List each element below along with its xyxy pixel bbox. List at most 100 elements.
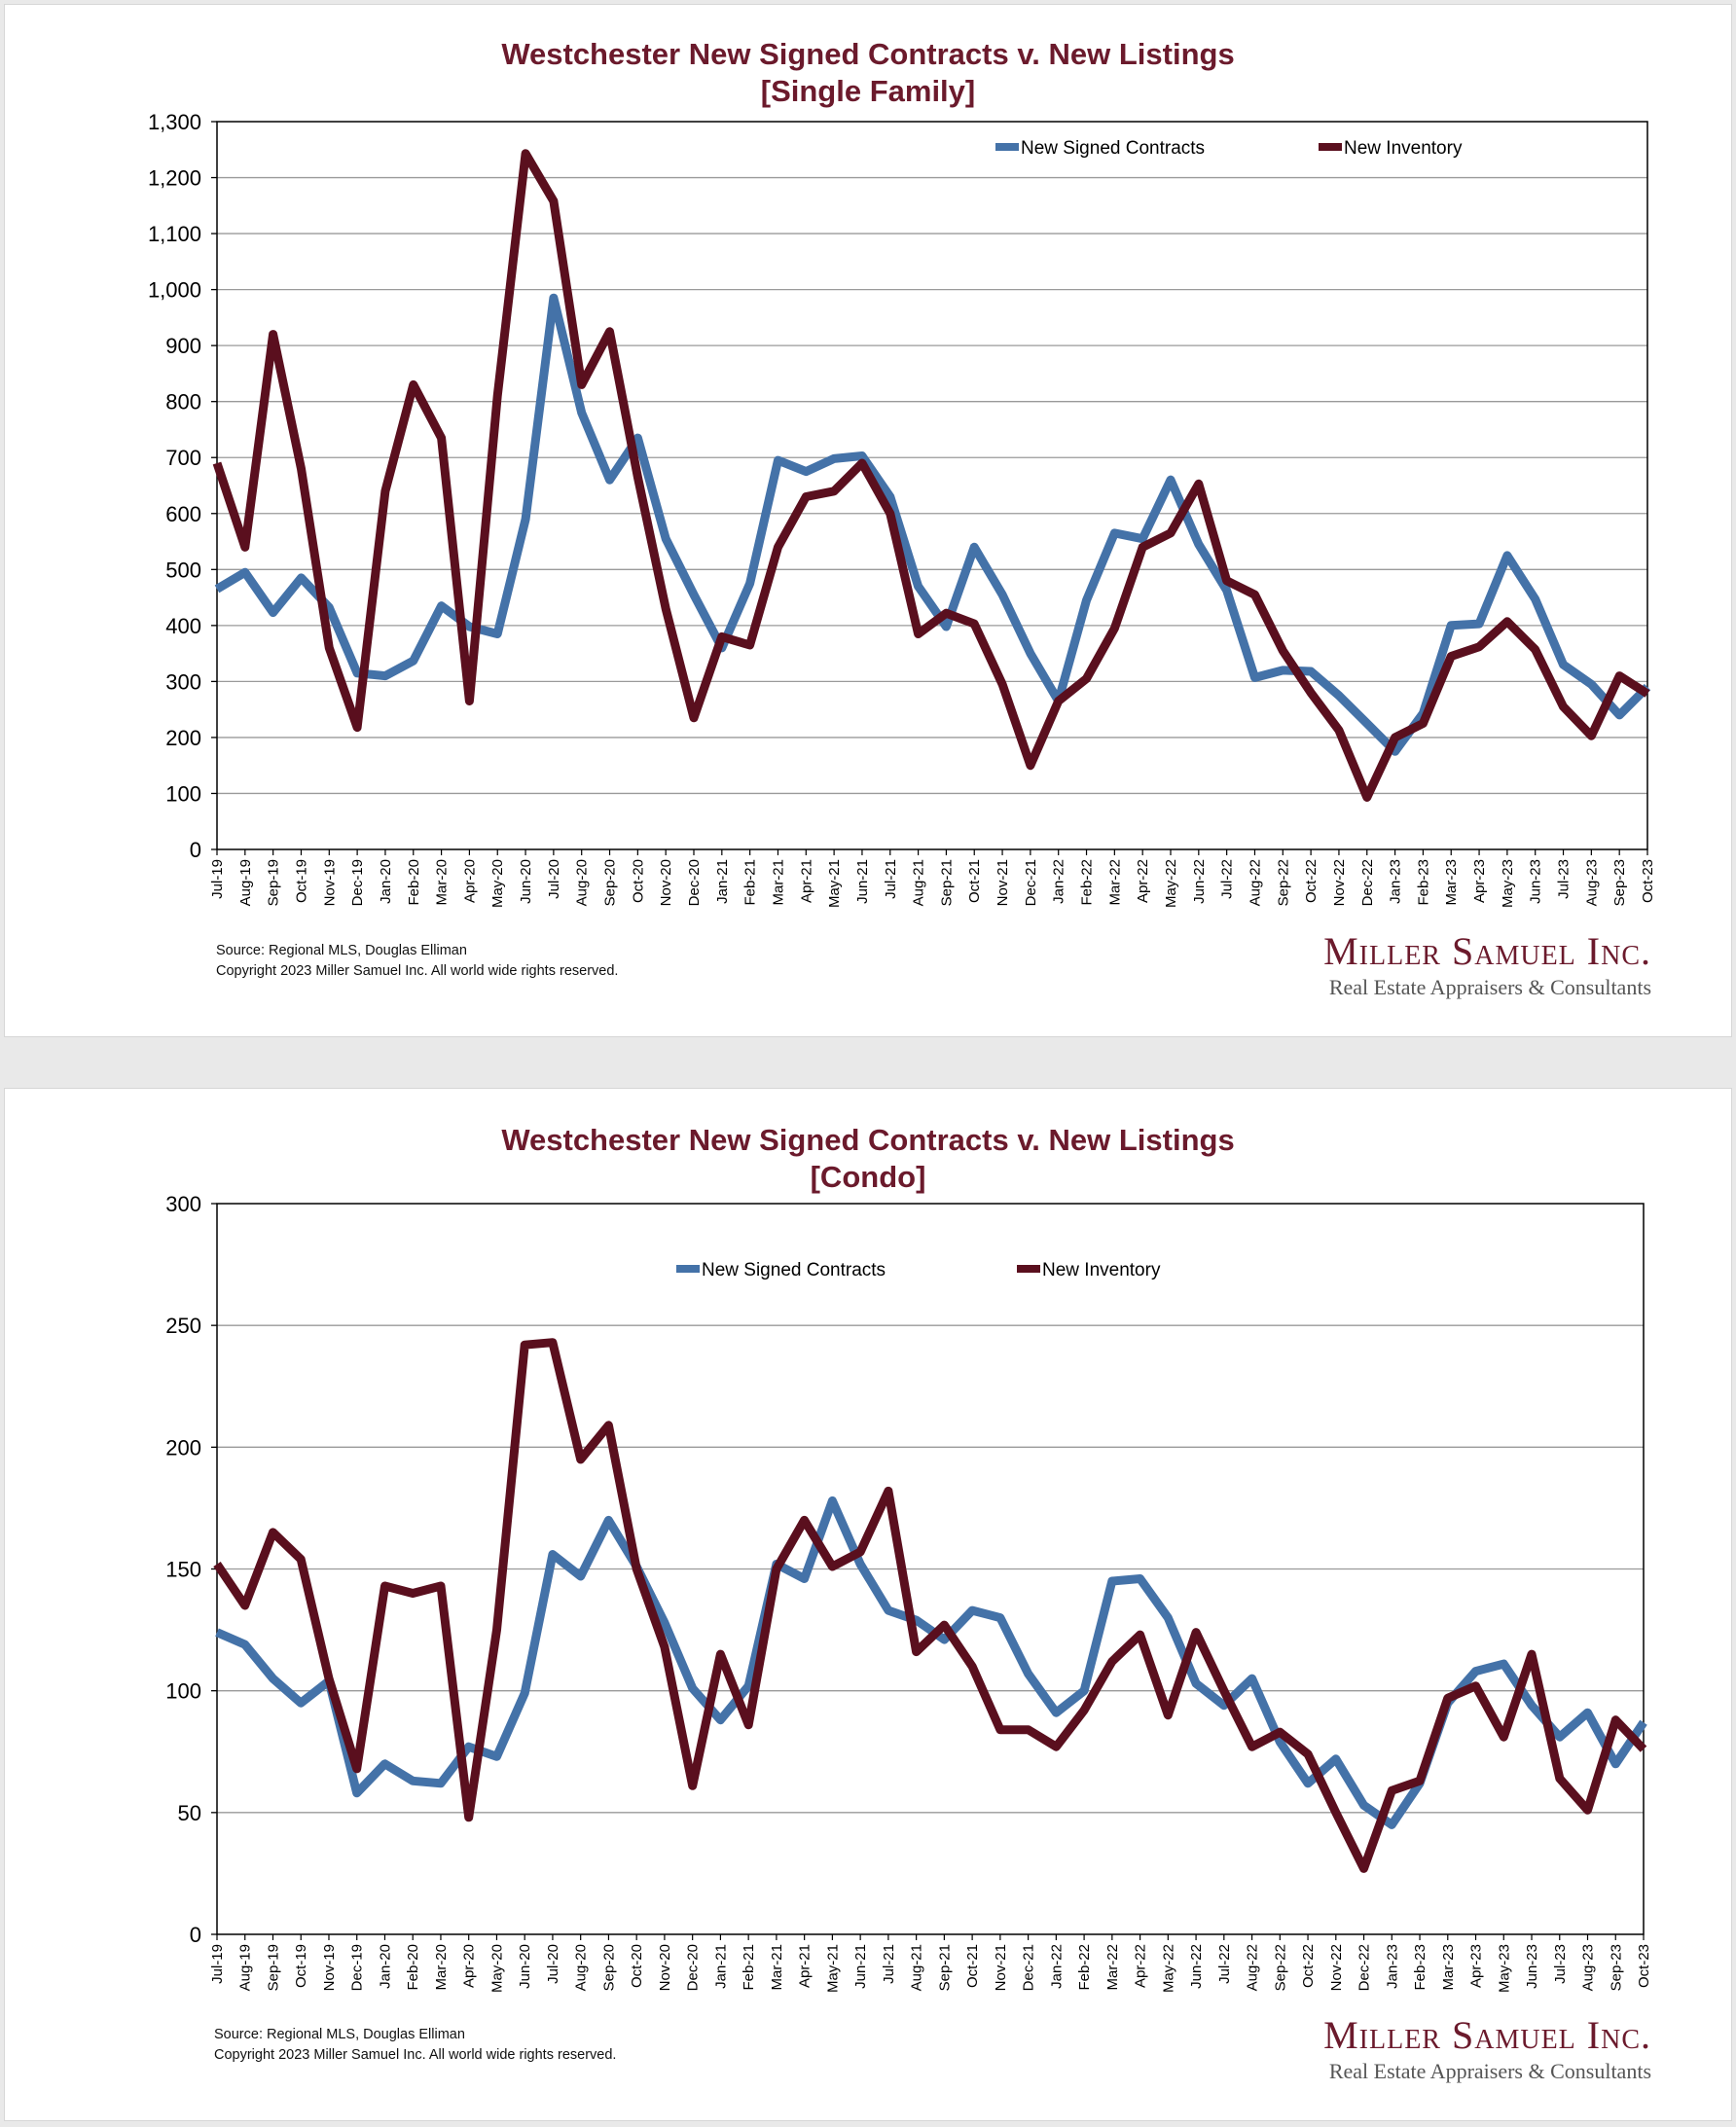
y-tick-label: 800 [165,390,201,415]
chart-panel-single-family: Westchester New Signed Contracts v. New … [4,4,1732,1037]
x-tick-label: Oct-20 [630,859,646,903]
y-tick-label: 100 [165,781,201,806]
x-tick-label: Sep-22 [1272,1944,1288,1991]
copyright-text: Copyright 2023 Miller Samuel Inc. All wo… [214,2047,617,2063]
series-line-new-signed-contracts [214,293,1651,756]
logo-name: Miller Samuel Inc. [1323,929,1651,973]
x-tick-label: Oct-21 [964,1944,981,1988]
x-tick-label: Jun-20 [518,859,534,904]
x-tick-label: Aug-20 [574,859,591,906]
x-tick-label: Aug-19 [237,859,254,906]
x-tick-label: Aug-21 [909,1944,925,1991]
series-line-new-inventory [212,149,1650,802]
x-tick-label: May-22 [1160,1944,1176,1993]
x-tick-label: Jul-20 [546,859,562,899]
x-tick-label: May-21 [826,859,843,908]
x-tick-label: May-20 [489,859,506,908]
x-tick-label: Oct-19 [293,859,309,903]
x-tick-label: Jul-22 [1216,1944,1233,1984]
x-tick-label: Dec-19 [349,1944,366,1991]
plot-area [216,121,1648,850]
x-tick-label: Jul-22 [1219,859,1236,899]
x-tick-label: Aug-19 [237,1944,254,1991]
x-tick-label: Jun-23 [1528,859,1544,904]
x-tick-label: Oct-22 [1300,1944,1317,1988]
x-tick-label: Apr-23 [1471,859,1488,903]
x-tick-label: Jul-21 [881,1944,897,1984]
x-tick-label: Sep-21 [936,1944,953,1991]
x-tick-label: Aug-21 [911,859,927,906]
y-tick-label: 700 [165,446,201,470]
y-tick-label: 300 [165,1192,201,1216]
x-tick-label: Oct-21 [966,859,983,903]
x-tick-label: Sep-19 [266,859,282,906]
x-tick-label: Jan-23 [1388,859,1404,904]
y-tick-label: 0 [190,1923,201,1947]
x-tick-label: Aug-22 [1245,1944,1261,1991]
x-tick-label: Sep-23 [1611,859,1628,906]
x-tick-label: Nov-21 [993,1944,1009,1991]
x-tick-label: Feb-20 [406,859,422,906]
x-tick-label: Oct-20 [629,1944,645,1988]
x-tick-label: May-23 [1496,1944,1512,1993]
chart-title-line: Westchester New Signed Contracts v. New … [501,1123,1235,1157]
y-tick-label: 200 [165,1435,201,1460]
x-tick-label: Apr-21 [797,1944,814,1988]
y-tick-label: 250 [165,1314,201,1338]
miller-samuel-logo: Miller Samuel Inc. Real Estate Appraiser… [1243,2013,1651,2085]
x-tick-label: Dec-20 [685,1944,702,1991]
x-tick-label: Sep-19 [265,1944,281,1991]
x-tick-label: Jan-20 [377,1944,393,1989]
series-line-new-signed-contracts [215,1496,1647,1829]
x-tick-label: Jul-20 [545,1944,561,1984]
chart-title: Westchester New Signed Contracts v. New … [5,1122,1731,1196]
y-tick-label: 1,000 [148,278,201,303]
chart-title: Westchester New Signed Contracts v. New … [5,36,1731,110]
x-tick-label: Sep-21 [938,859,955,906]
x-tick-label: Mar-23 [1443,859,1460,906]
x-tick-label: Oct-23 [1636,1944,1652,1988]
x-tick-label: Nov-20 [657,1944,673,1991]
x-tick-label: Aug-23 [1580,1944,1597,1991]
x-tick-label: Apr-20 [461,859,478,903]
x-tick-label: Dec-20 [686,859,703,906]
line-chart-condo: 0 50 100 150 200 250 300 Jul-19 Aug-19 Sep-19 Oct-… [165,1192,1652,1993]
legend-label: New Inventory [1042,1260,1161,1280]
line-chart-single-family: 0 100 200 300 400 500 600 700 800 900 1,000 1,100 1,… [148,110,1656,908]
x-tick-label: Sep-23 [1608,1944,1624,1991]
x-tick-label: Aug-22 [1247,859,1263,906]
x-tick-label: Sep-20 [602,859,619,906]
x-tick-label: Apr-22 [1133,1944,1149,1988]
x-tick-label: Oct-22 [1303,859,1320,903]
series-line-new-inventory [213,1338,1647,1873]
chart-footer: Source: Regional MLS, Douglas Elliman Co… [216,941,618,982]
y-tick-label: 50 [178,1801,201,1825]
y-tick-label: 1,100 [148,222,201,246]
x-tick-label: Jun-20 [517,1944,533,1989]
copyright-text: Copyright 2023 Miller Samuel Inc. All wo… [216,963,619,979]
x-tick-label: Feb-22 [1079,859,1096,906]
x-tick-label: May-21 [824,1944,841,1993]
y-tick-label: 600 [165,502,201,526]
chart-subtitle: [Condo] [810,1160,926,1194]
x-tick-label: Feb-23 [1415,859,1431,906]
y-tick-label: 900 [165,334,201,358]
x-tick-label: Dec-22 [1356,1944,1373,1991]
x-tick-label: Dec-19 [349,859,366,906]
legend-label: New Signed Contracts [702,1260,886,1280]
x-tick-label: Mar-22 [1104,1944,1121,1991]
x-tick-label: Jun-22 [1191,859,1208,904]
x-tick-label: Nov-20 [658,859,674,906]
chart-panel-condo: Westchester New Signed Contracts v. New … [4,1088,1732,2121]
chart-footer: Source: Regional MLS, Douglas Elliman Co… [214,2025,616,2066]
x-tick-label: Jan-22 [1051,859,1067,904]
x-tick-label: Jan-21 [714,859,731,904]
x-tick-label: Oct-23 [1640,859,1656,903]
x-tick-label: Jun-21 [852,1944,869,1989]
logo-name: Miller Samuel Inc. [1323,2013,1651,2057]
x-tick-label: Feb-22 [1076,1944,1093,1991]
source-text: Source: Regional MLS, Douglas Elliman [216,943,467,958]
y-tick-label: 150 [165,1558,201,1582]
x-tick-label: Jul-23 [1552,1944,1569,1984]
x-tick-label: Jun-21 [854,859,871,904]
